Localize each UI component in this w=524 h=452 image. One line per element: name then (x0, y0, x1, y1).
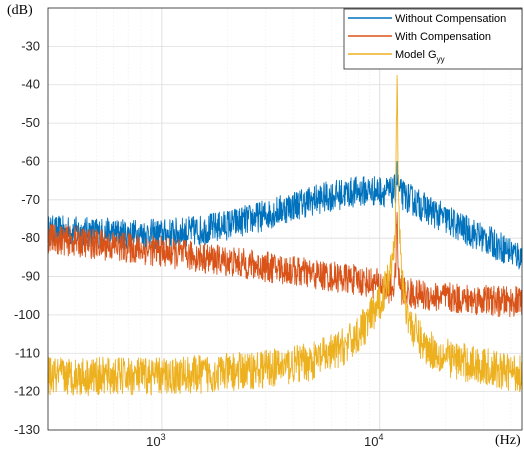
legend-box (343, 8, 523, 70)
y-tick-label: -130 (14, 422, 40, 437)
legend-label-model-gyy-main: Model G (395, 49, 437, 61)
y-tick-label: -60 (21, 153, 40, 168)
x-tick-labels: 103 104 (146, 432, 383, 449)
x-axis-unit-label: (Hz) (495, 433, 521, 448)
series-layer (47, 74, 523, 396)
legend-label-model-gyy-sub: yy (437, 55, 445, 64)
y-tick-label: -30 (21, 38, 40, 53)
series-line-0 (47, 161, 523, 270)
y-tick-label: -100 (14, 307, 40, 322)
x-tick-label: 104 (364, 432, 383, 449)
y-tick-label: -90 (21, 269, 40, 284)
legend-label-model-gyy: Model Gyy (395, 49, 445, 64)
y-tick-label: -70 (21, 192, 40, 207)
y-axis-unit-label: (dB) (7, 3, 33, 18)
y-tick-label: -80 (21, 230, 40, 245)
legend: Without Compensation With Compensation M… (343, 8, 523, 70)
y-tick-label: -50 (21, 115, 40, 130)
x-tick-label: 103 (146, 432, 165, 449)
y-tick-label: -40 (21, 77, 40, 92)
legend-label-with-compensation: With Compensation (395, 31, 491, 43)
series-line-2 (47, 74, 523, 396)
y-tick-label: -110 (15, 345, 40, 360)
legend-label-without-compensation: Without Compensation (395, 13, 506, 25)
series-line-1 (47, 211, 523, 318)
y-tick-labels: -30 -40 -50 -60 -70 -80 -90 -100 -110 -120 -130 (14, 38, 40, 437)
y-tick-label: -120 (14, 384, 40, 399)
plot-frame (47, 7, 523, 431)
